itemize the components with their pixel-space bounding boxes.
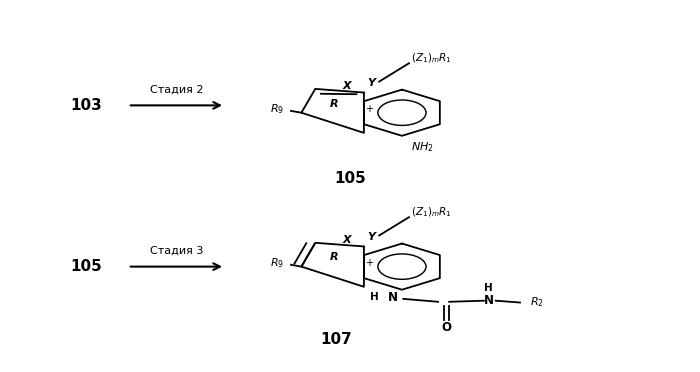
Text: $(Z_1)_mR_1$: $(Z_1)_mR_1$ [411, 52, 452, 65]
Text: R: R [330, 99, 338, 109]
Text: +: + [365, 258, 372, 268]
Text: X: X [342, 235, 351, 245]
Text: Стадия 3: Стадия 3 [150, 246, 203, 256]
Text: X: X [342, 81, 351, 92]
Text: Y: Y [367, 231, 374, 241]
Text: $R_9$: $R_9$ [270, 102, 284, 116]
Text: H: H [484, 283, 493, 293]
Text: N: N [484, 294, 494, 307]
Text: Стадия 2: Стадия 2 [150, 84, 203, 94]
Text: H: H [370, 292, 379, 302]
Text: +: + [365, 104, 372, 114]
Text: 105: 105 [70, 259, 102, 274]
Text: O: O [442, 321, 452, 334]
Text: N: N [388, 291, 398, 304]
Text: $NH_2$: $NH_2$ [412, 140, 434, 154]
Text: 107: 107 [320, 333, 352, 347]
Text: 103: 103 [70, 98, 102, 113]
Text: 105: 105 [334, 171, 366, 186]
Text: Y: Y [367, 78, 374, 88]
Text: R: R [330, 253, 338, 263]
Text: $R_9$: $R_9$ [270, 256, 284, 270]
Text: $R_2$: $R_2$ [531, 296, 545, 310]
Text: $(Z_1)_mR_1$: $(Z_1)_mR_1$ [411, 206, 452, 219]
